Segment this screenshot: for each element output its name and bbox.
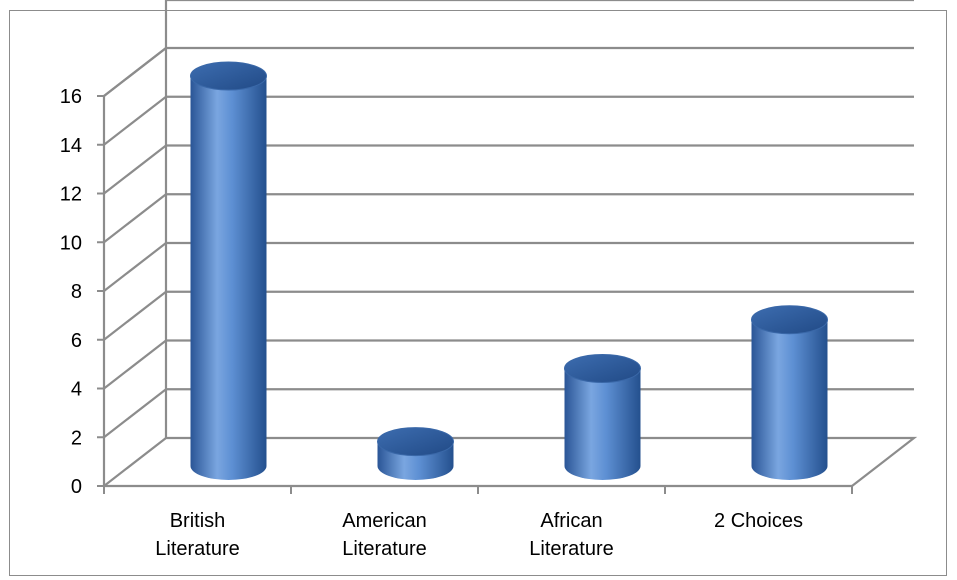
bar [377, 427, 454, 481]
y-tick-label: 4 [71, 379, 82, 401]
bar-top-cap [377, 427, 454, 457]
bar-body [190, 76, 267, 481]
bar [751, 305, 828, 481]
side-gridline [103, 144, 167, 195]
bar-layer [190, 61, 828, 481]
side-gridline-top [103, 47, 167, 97]
y-tick-label: 8 [71, 281, 82, 303]
bar-top-cap [751, 305, 828, 335]
bar-top-cap [564, 354, 641, 383]
y-tick-label: 6 [71, 330, 82, 352]
y-tick-label: 0 [71, 476, 82, 498]
side-gridline [103, 339, 167, 390]
y-tick-label: 16 [60, 86, 82, 108]
side-gridline [103, 242, 167, 292]
side-gridline [103, 290, 167, 341]
side-gridline [103, 193, 167, 244]
floor-outline [103, 436, 918, 487]
x-category-label: British Literature [155, 510, 240, 560]
bar [190, 61, 267, 481]
x-category-label: African Literature [529, 510, 614, 560]
grid-layer [103, 0, 918, 487]
x-category-label: 2 Choices [714, 510, 803, 532]
y-tick-label: 10 [60, 232, 82, 254]
bar-body [564, 368, 641, 480]
y-tick-label: 12 [60, 184, 82, 206]
x-category-label: American Literature [342, 510, 427, 560]
side-gridline [103, 388, 167, 439]
bar [564, 354, 641, 480]
y-tick-label: 2 [71, 427, 82, 449]
bar-top-cap [190, 61, 267, 91]
label-layer: 0 2 4 6 8 10 12 14 16 British Literature American Li… [60, 86, 803, 560]
bar-body [751, 319, 828, 481]
axis-layer [97, 95, 853, 494]
side-gridline [103, 95, 167, 146]
y-tick-label: 14 [60, 135, 82, 157]
